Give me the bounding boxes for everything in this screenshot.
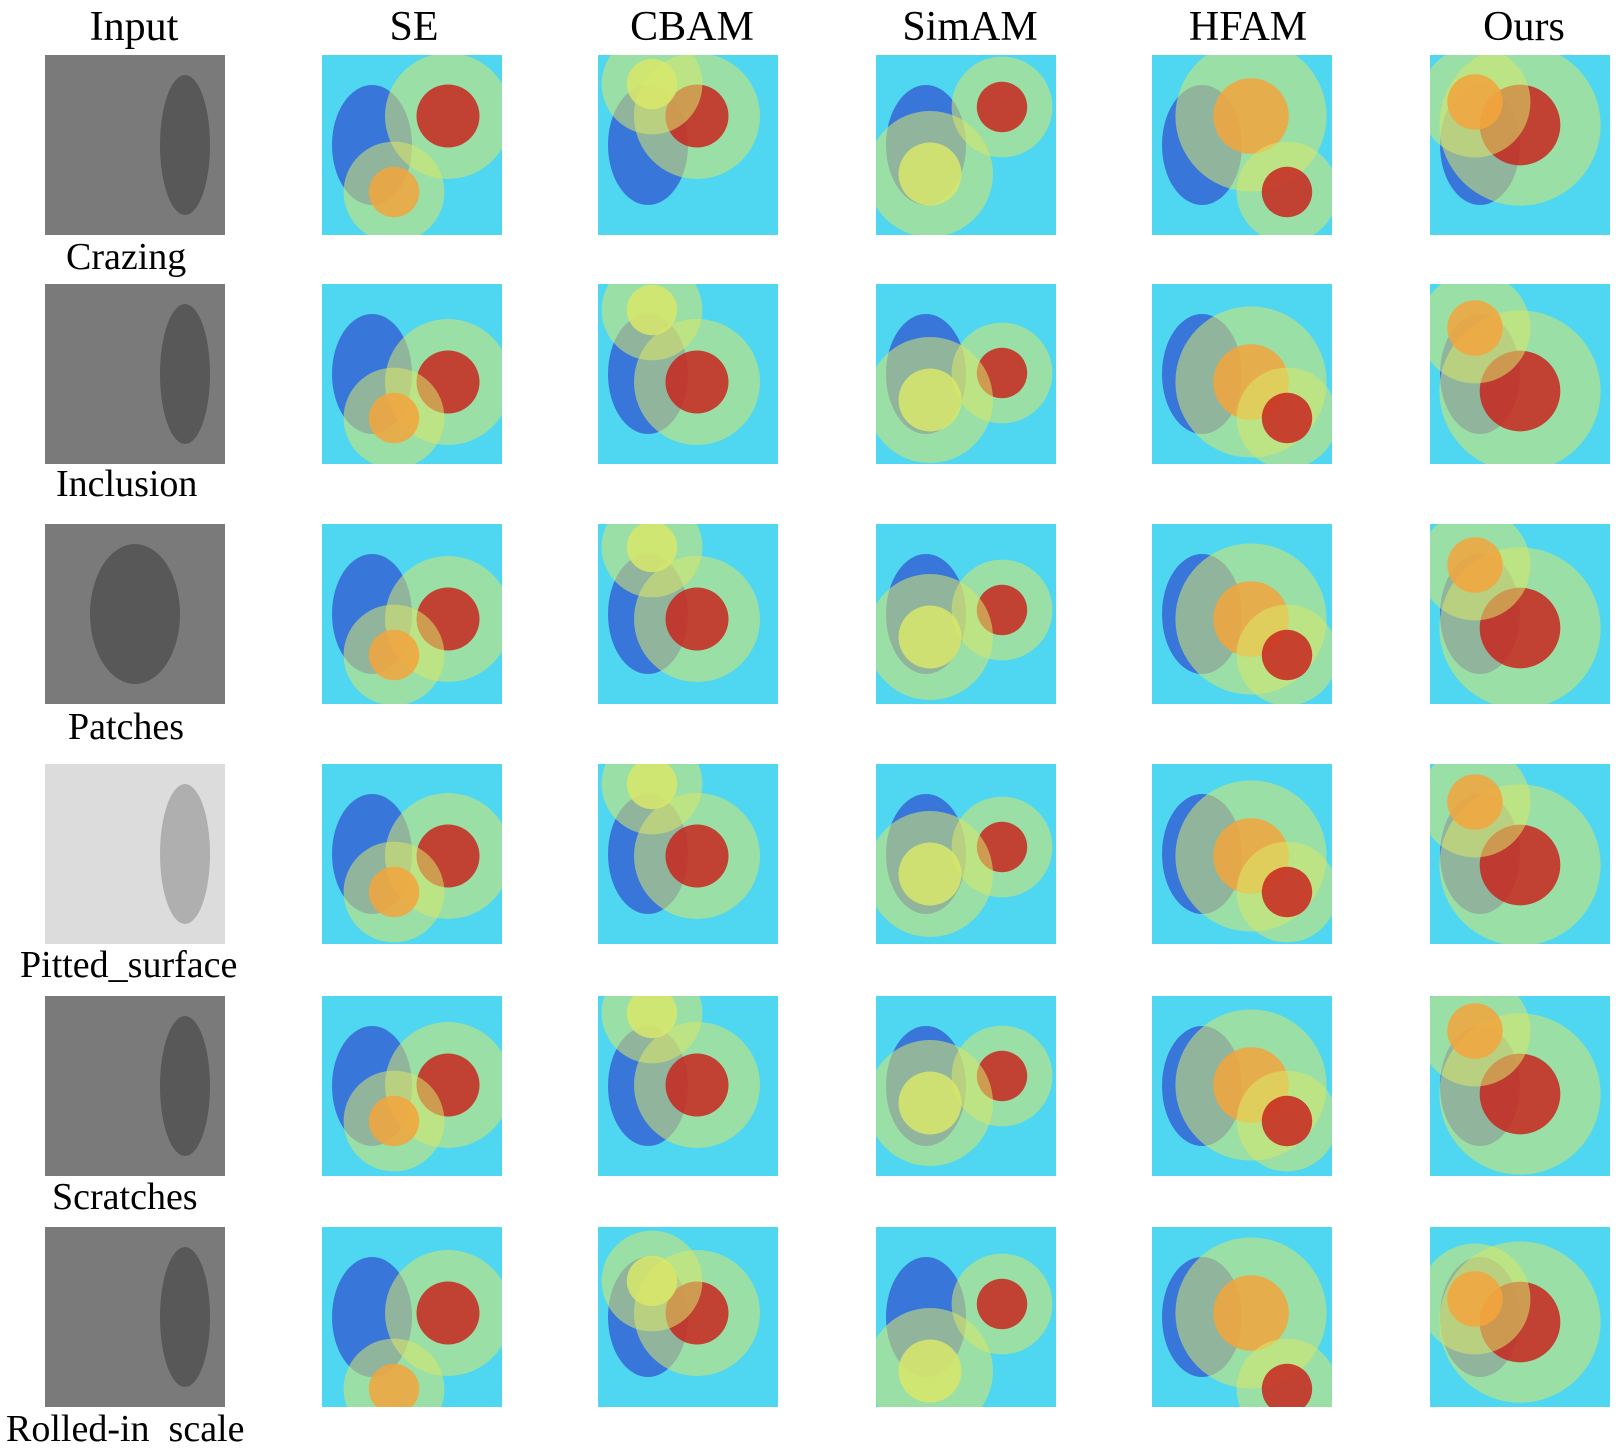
- ours-inclusion-image: [1430, 284, 1610, 464]
- hfam-pitted-surface-image: [1152, 764, 1332, 944]
- row-label-rolled-in-scale: Rolled-in scale: [6, 1408, 245, 1450]
- ours-patches-image: [1430, 524, 1610, 704]
- ours-pitted-surface-image: [1430, 764, 1610, 944]
- column-header-hfam: HFAM: [1188, 4, 1308, 50]
- column-header-cbam: CBAM: [630, 4, 754, 50]
- se-inclusion-image: [322, 284, 502, 464]
- se-rolled-in-scale-image: [322, 1227, 502, 1407]
- input-pitted-surface-image: [45, 764, 225, 944]
- column-header-simam: SimAM: [902, 4, 1038, 50]
- se-crazing-image: [322, 55, 502, 235]
- se-pitted-surface-image: [322, 764, 502, 944]
- row-label-pitted-surface: Pitted_surface: [20, 944, 238, 986]
- row-label-scratches: Scratches: [52, 1176, 198, 1218]
- simam-pitted-surface-image: [876, 764, 1056, 944]
- hfam-rolled-in-scale-image: [1152, 1227, 1332, 1407]
- cbam-scratches-image: [598, 996, 778, 1176]
- row-label-crazing: Crazing: [66, 236, 187, 278]
- simam-patches-image: [876, 524, 1056, 704]
- input-inclusion-image: [45, 284, 225, 464]
- cbam-rolled-in-scale-image: [598, 1227, 778, 1407]
- cbam-patches-image: [598, 524, 778, 704]
- simam-crazing-image: [876, 55, 1056, 235]
- column-header-se: SE: [389, 4, 439, 50]
- se-patches-image: [322, 524, 502, 704]
- simam-scratches-image: [876, 996, 1056, 1176]
- row-label-inclusion: Inclusion: [56, 463, 198, 505]
- ours-rolled-in-scale-image: [1430, 1227, 1610, 1407]
- simam-inclusion-image: [876, 284, 1056, 464]
- input-crazing-image: [45, 55, 225, 235]
- cbam-pitted-surface-image: [598, 764, 778, 944]
- ours-scratches-image: [1430, 996, 1610, 1176]
- hfam-patches-image: [1152, 524, 1332, 704]
- column-header-ours: Ours: [1483, 4, 1565, 50]
- cbam-crazing-image: [598, 55, 778, 235]
- input-patches-image: [45, 524, 225, 704]
- column-header-input: Input: [89, 4, 179, 50]
- hfam-crazing-image: [1152, 55, 1332, 235]
- ours-crazing-image: [1430, 55, 1610, 235]
- hfam-inclusion-image: [1152, 284, 1332, 464]
- input-scratches-image: [45, 996, 225, 1176]
- se-scratches-image: [322, 996, 502, 1176]
- input-rolled-in-scale-image: [45, 1227, 225, 1407]
- row-label-patches: Patches: [68, 706, 185, 748]
- simam-rolled-in-scale-image: [876, 1227, 1056, 1407]
- cbam-inclusion-image: [598, 284, 778, 464]
- hfam-scratches-image: [1152, 996, 1332, 1176]
